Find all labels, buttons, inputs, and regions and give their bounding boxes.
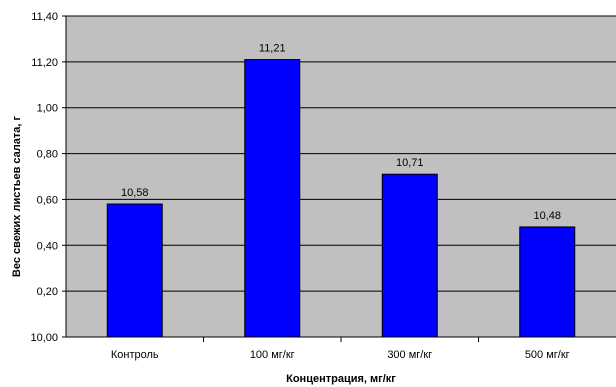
data-label: 10,48 [533, 210, 561, 222]
y-tick-label: 1,00 [37, 103, 58, 115]
y-tick-label: 10,00 [30, 332, 58, 344]
y-tick-label: 0,80 [37, 149, 58, 161]
y-tick-label: 11,20 [31, 57, 58, 69]
bar [381, 173, 438, 338]
bar [244, 59, 301, 338]
data-label: 10,71 [396, 157, 424, 169]
data-label: 10,58 [121, 187, 149, 199]
x-axis-title: Концентрация, мг/кг [286, 373, 396, 385]
axes [62, 15, 616, 342]
bar [519, 226, 576, 338]
y-tick-label: 0,20 [37, 286, 58, 298]
x-tick-label: 500 мг/кг [525, 349, 570, 361]
x-tick-label: 300 мг/кг [387, 349, 432, 361]
data-label: 11,21 [259, 43, 286, 55]
y-tick-labels: 10,00 0,20 0,40 0,60 0,80 1,00 11,20 11,40 [30, 11, 58, 344]
y-tick-label: 0,60 [37, 194, 58, 206]
y-tick-label: 11,40 [31, 11, 58, 23]
x-tick-labels: Контроль 100 мг/кг 300 мг/кг 500 мг/кг [111, 349, 570, 361]
bar [106, 203, 163, 338]
data-labels: 10,58 11,21 10,71 10,48 [121, 43, 561, 222]
y-tick-label: 0,40 [37, 240, 58, 252]
y-axis-title: Вес свежих листьев салата, г [11, 116, 23, 278]
x-tick-label: 100 мг/кг [250, 349, 295, 361]
x-tick-label: Контроль [111, 349, 159, 361]
